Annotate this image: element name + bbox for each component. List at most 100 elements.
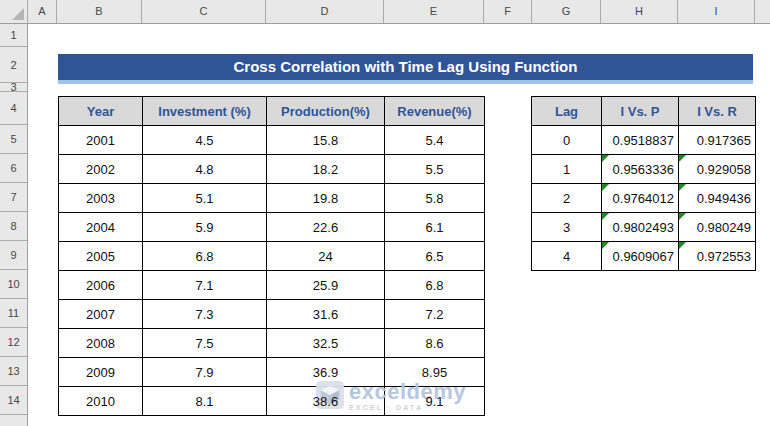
header-cell-revenue[interactable]: Revenue(%) (385, 97, 485, 126)
error-flag-icon (679, 213, 686, 220)
cell-i-vs-p[interactable]: 0.9802493 (602, 213, 679, 242)
cell-year[interactable]: 2002 (59, 155, 143, 184)
cell-year[interactable]: 2010 (59, 387, 143, 416)
cell-investment[interactable]: 5.9 (143, 213, 267, 242)
cell-i-vs-r[interactable]: 0.972553 (679, 242, 756, 271)
cell-year[interactable]: 2006 (59, 271, 143, 300)
cell-production[interactable]: 38.6 (267, 387, 385, 416)
cell-i-vs-r[interactable]: 0.917365 (679, 126, 756, 155)
cell-production[interactable]: 22.6 (267, 213, 385, 242)
cell-i-vs-p[interactable]: 0.9518837 (602, 126, 679, 155)
row-header-8[interactable]: 8 (0, 212, 27, 241)
cell-i-vs-r[interactable]: 0.949436 (679, 184, 756, 213)
column-header-B[interactable]: B (57, 0, 142, 23)
header-cell-investment[interactable]: Investment (%) (143, 97, 267, 126)
table-row: 2003 5.1 19.8 5.8 (59, 184, 485, 213)
column-header-I[interactable]: I (678, 0, 755, 23)
row-header-4[interactable]: 4 (0, 92, 27, 125)
row-header-13[interactable]: 13 (0, 357, 27, 386)
column-header-D[interactable]: D (266, 0, 384, 23)
row-header-11[interactable]: 11 (0, 299, 27, 328)
header-cell-year[interactable]: Year (59, 97, 143, 126)
cell-investment[interactable]: 4.5 (143, 126, 267, 155)
sheet-area[interactable]: Cross Correlation with Time Lag Using Fu… (28, 24, 770, 426)
cell-investment[interactable]: 7.3 (143, 300, 267, 329)
cell-revenue[interactable]: 7.2 (385, 300, 485, 329)
row-header-6[interactable]: 6 (0, 154, 27, 183)
cell-revenue[interactable]: 8.95 (385, 358, 485, 387)
title-banner-underline (58, 80, 753, 84)
header-cell-i-vs-r[interactable]: I Vs. R (679, 97, 756, 126)
header-cell-production[interactable]: Production(%) (267, 97, 385, 126)
cell-investment[interactable]: 7.1 (143, 271, 267, 300)
cell-lag[interactable]: 0 (532, 126, 602, 155)
row-header-2[interactable]: 2 (0, 47, 27, 83)
table-row: 2006 7.1 25.9 6.8 (59, 271, 485, 300)
cell-production[interactable]: 25.9 (267, 271, 385, 300)
column-header-A[interactable]: A (28, 0, 57, 23)
column-header-G[interactable]: G (532, 0, 601, 23)
cell-production[interactable]: 32.5 (267, 329, 385, 358)
cell-i-vs-r[interactable]: 0.980249 (679, 213, 756, 242)
column-header-strip: A B C D E F G H I (0, 0, 770, 24)
cell-investment[interactable]: 4.8 (143, 155, 267, 184)
cell-i-vs-p[interactable]: 0.9609067 (602, 242, 679, 271)
cell-year[interactable]: 2005 (59, 242, 143, 271)
excel-spreadsheet: A B C D E F G H I 1 2 3 4 5 6 7 8 9 10 1… (0, 0, 770, 426)
select-all-corner[interactable] (0, 0, 28, 23)
cell-production[interactable]: 18.2 (267, 155, 385, 184)
cell-revenue[interactable]: 5.8 (385, 184, 485, 213)
column-header-partial[interactable] (755, 0, 770, 23)
row-header-3[interactable]: 3 (0, 83, 27, 92)
column-header-H[interactable]: H (601, 0, 678, 23)
cell-year[interactable]: 2008 (59, 329, 143, 358)
row-header-10[interactable]: 10 (0, 270, 27, 299)
cell-lag[interactable]: 3 (532, 213, 602, 242)
table-row: 2005 6.8 24 6.5 (59, 242, 485, 271)
cell-year[interactable]: 2003 (59, 184, 143, 213)
row-header-1[interactable]: 1 (0, 24, 27, 47)
cell-production[interactable]: 36.9 (267, 358, 385, 387)
table-row: 2010 8.1 38.6 9.1 (59, 387, 485, 416)
cell-revenue[interactable]: 8.6 (385, 329, 485, 358)
row-header-14[interactable]: 14 (0, 386, 27, 415)
cell-revenue[interactable]: 5.5 (385, 155, 485, 184)
cell-revenue[interactable]: 9.1 (385, 387, 485, 416)
cell-revenue[interactable]: 6.8 (385, 271, 485, 300)
row-header-9[interactable]: 9 (0, 241, 27, 270)
cell-production[interactable]: 24 (267, 242, 385, 271)
cell-lag[interactable]: 1 (532, 155, 602, 184)
column-header-E[interactable]: E (384, 0, 484, 23)
row-header-partial[interactable] (0, 415, 27, 426)
error-flag-icon (679, 242, 686, 249)
cell-production[interactable]: 31.6 (267, 300, 385, 329)
cell-investment[interactable]: 8.1 (143, 387, 267, 416)
row-header-5[interactable]: 5 (0, 125, 27, 154)
column-header-C[interactable]: C (142, 0, 266, 23)
row-header-12[interactable]: 12 (0, 328, 27, 357)
cell-investment[interactable]: 6.8 (143, 242, 267, 271)
cell-production[interactable]: 15.8 (267, 126, 385, 155)
cell-revenue[interactable]: 6.5 (385, 242, 485, 271)
cell-i-vs-r[interactable]: 0.929058 (679, 155, 756, 184)
header-cell-lag[interactable]: Lag (532, 97, 602, 126)
cell-revenue[interactable]: 6.1 (385, 213, 485, 242)
cell-year[interactable]: 2001 (59, 126, 143, 155)
cell-i-vs-p[interactable]: 0.9764012 (602, 184, 679, 213)
header-cell-i-vs-p[interactable]: I Vs. P (602, 97, 679, 126)
cell-lag[interactable]: 2 (532, 184, 602, 213)
title-banner-cell[interactable]: Cross Correlation with Time Lag Using Fu… (58, 54, 753, 80)
cell-revenue[interactable]: 5.4 (385, 126, 485, 155)
cell-i-vs-p[interactable]: 0.9563336 (602, 155, 679, 184)
cell-investment[interactable]: 5.1 (143, 184, 267, 213)
cell-year[interactable]: 2007 (59, 300, 143, 329)
row-header-7[interactable]: 7 (0, 183, 27, 212)
cell-year[interactable]: 2009 (59, 358, 143, 387)
column-header-F[interactable]: F (484, 0, 532, 23)
cell-investment[interactable]: 7.9 (143, 358, 267, 387)
cell-investment[interactable]: 7.5 (143, 329, 267, 358)
cell-year[interactable]: 2004 (59, 213, 143, 242)
table-header-row: Lag I Vs. P I Vs. R (532, 97, 756, 126)
cell-lag[interactable]: 4 (532, 242, 602, 271)
cell-production[interactable]: 19.8 (267, 184, 385, 213)
